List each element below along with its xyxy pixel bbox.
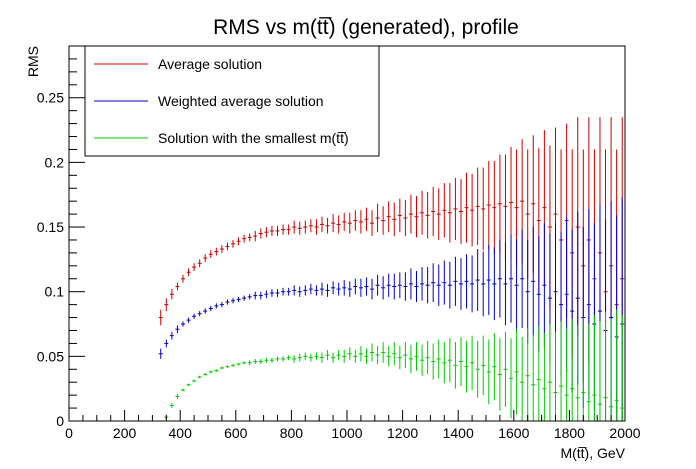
legend-label-weighted: Weighted average solution bbox=[158, 93, 324, 109]
x-tick-label: 1200 bbox=[387, 425, 418, 441]
series-2 bbox=[164, 309, 625, 421]
x-tick-label: 800 bbox=[280, 425, 304, 441]
x-tick-label: 2000 bbox=[609, 425, 640, 441]
x-tick-label: 1600 bbox=[498, 425, 529, 441]
x-tick-label: 400 bbox=[169, 425, 193, 441]
legend-label-average: Average solution bbox=[158, 56, 262, 72]
y-tick-label: 0.2 bbox=[45, 154, 65, 170]
x-tick-label: 1000 bbox=[331, 425, 362, 441]
legend-label-smallest: Solution with the smallest m(tt̅) bbox=[158, 130, 349, 146]
y-tick-label: 0.25 bbox=[37, 90, 64, 106]
x-tick-label: 0 bbox=[65, 425, 73, 441]
x-tick-label: 1400 bbox=[443, 425, 474, 441]
x-axis-title: M(tt̅), GeV bbox=[560, 445, 625, 461]
y-tick-label: 0.1 bbox=[45, 284, 65, 300]
y-tick-label: 0.15 bbox=[37, 219, 64, 235]
y-axis-title: RMS bbox=[25, 46, 41, 77]
series-layer bbox=[158, 117, 625, 421]
y-tick-label: 0 bbox=[56, 413, 64, 429]
x-tick-label: 600 bbox=[224, 425, 248, 441]
legend: Average solution Weighted average soluti… bbox=[84, 45, 380, 157]
y-axis: 0 0.05 0.1 0.15 0.2 0.25 bbox=[37, 45, 85, 429]
chart-title: RMS vs m(tt̅) (generated), profile bbox=[213, 16, 519, 39]
x-tick-label: 200 bbox=[113, 425, 137, 441]
y-tick-label: 0.05 bbox=[37, 348, 64, 364]
x-tick-label: 1800 bbox=[554, 425, 585, 441]
x-axis: 0 200 400 600 800 1000 1200 1400 1600 1800 2000 bbox=[65, 410, 641, 441]
